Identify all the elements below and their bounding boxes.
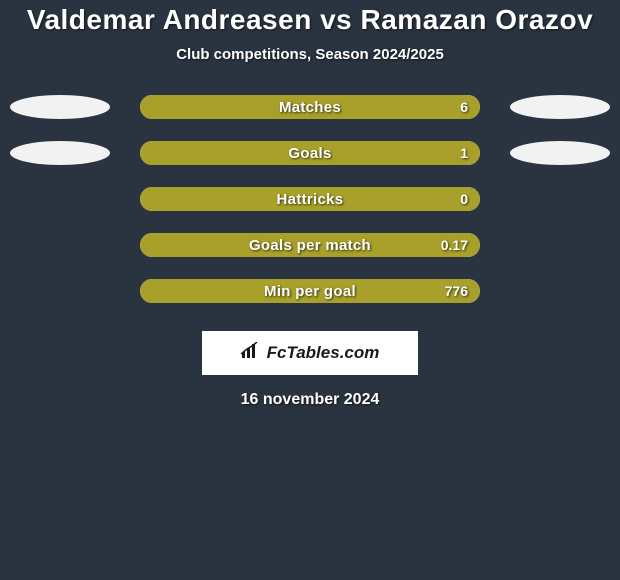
stat-value: 0.17 (441, 233, 468, 257)
stat-label: Goals (140, 141, 480, 165)
stat-row: Goals1 (0, 141, 620, 165)
chart-bar-icon (241, 342, 263, 365)
generated-date: 16 november 2024 (0, 391, 620, 409)
comparison-infographic: Valdemar Andreasen vs Ramazan Orazov Clu… (0, 0, 620, 409)
stat-bar: Goals per match0.17 (140, 233, 480, 257)
stat-bar: Hattricks0 (140, 187, 480, 211)
player-right-marker (510, 141, 610, 165)
player-left-marker (10, 95, 110, 119)
stat-row: Goals per match0.17 (0, 233, 620, 257)
stat-value: 0 (460, 187, 468, 211)
stat-label: Hattricks (140, 187, 480, 211)
page-title: Valdemar Andreasen vs Ramazan Orazov (0, 4, 620, 36)
player-right-marker (510, 95, 610, 119)
stat-row: Matches6 (0, 95, 620, 119)
stat-row: Min per goal776 (0, 279, 620, 303)
stat-bar: Matches6 (140, 95, 480, 119)
stat-label: Matches (140, 95, 480, 119)
stat-bar: Goals1 (140, 141, 480, 165)
player-left-marker (10, 141, 110, 165)
stat-row: Hattricks0 (0, 187, 620, 211)
stat-value: 6 (460, 95, 468, 119)
stat-value: 776 (445, 279, 468, 303)
stats-rows: Matches6Goals1Hattricks0Goals per match0… (0, 95, 620, 303)
logo-text: FcTables.com (267, 343, 380, 363)
stat-value: 1 (460, 141, 468, 165)
subtitle: Club competitions, Season 2024/2025 (0, 46, 620, 63)
source-logo: FcTables.com (202, 331, 418, 375)
stat-label: Min per goal (140, 279, 480, 303)
stat-bar: Min per goal776 (140, 279, 480, 303)
stat-label: Goals per match (140, 233, 480, 257)
